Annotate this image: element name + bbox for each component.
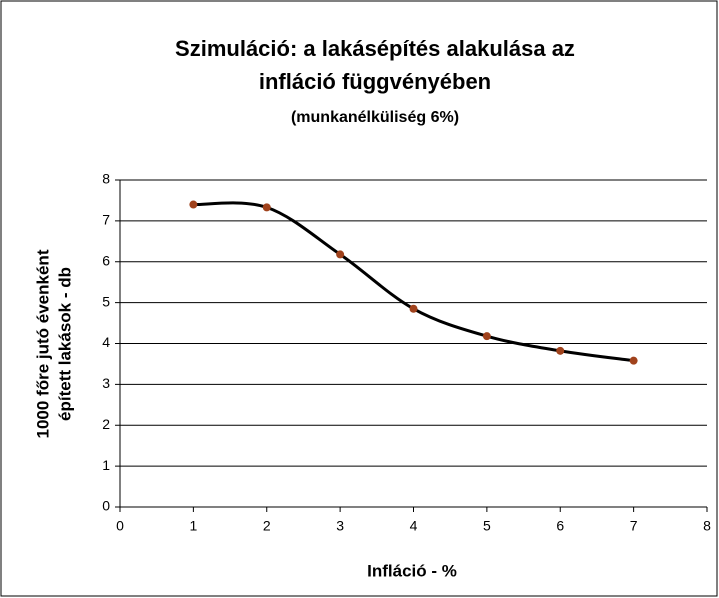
y-axis-label: épített lakások - db xyxy=(55,267,74,421)
chart-title: infláció függvényében xyxy=(259,69,491,94)
data-point xyxy=(409,304,418,313)
x-axis-label: Infláció - % xyxy=(367,561,457,580)
y-axis-label: 1000 főre jutó évenként xyxy=(33,249,52,438)
y-tick-label: 8 xyxy=(102,171,110,187)
data-point xyxy=(262,203,271,212)
y-tick-label: 6 xyxy=(102,252,110,268)
x-tick-label: 0 xyxy=(116,518,124,534)
y-tick-label: 2 xyxy=(102,416,110,432)
data-point xyxy=(189,200,198,209)
data-point xyxy=(556,346,565,355)
y-tick-label: 4 xyxy=(102,334,110,350)
data-point xyxy=(336,250,345,259)
data-point xyxy=(482,332,491,341)
x-tick-label: 2 xyxy=(263,518,271,534)
y-tick-label: 0 xyxy=(102,498,110,514)
x-tick-label: 8 xyxy=(703,518,711,534)
x-tick-label: 3 xyxy=(336,518,344,534)
y-tick-label: 7 xyxy=(102,212,110,228)
x-tick-label: 1 xyxy=(189,518,197,534)
chart-title: Szimuláció: a lakásépítés alakulása az xyxy=(175,36,575,61)
x-tick-label: 6 xyxy=(556,518,564,534)
data-point xyxy=(629,356,638,365)
x-tick-label: 4 xyxy=(410,518,418,534)
x-tick-label: 7 xyxy=(630,518,638,534)
y-tick-label: 1 xyxy=(102,457,110,473)
chart-subtitle: (munkanélküliség 6%) xyxy=(291,109,459,126)
y-tick-label: 3 xyxy=(102,375,110,391)
y-tick-label: 5 xyxy=(102,293,110,309)
x-tick-label: 5 xyxy=(483,518,491,534)
